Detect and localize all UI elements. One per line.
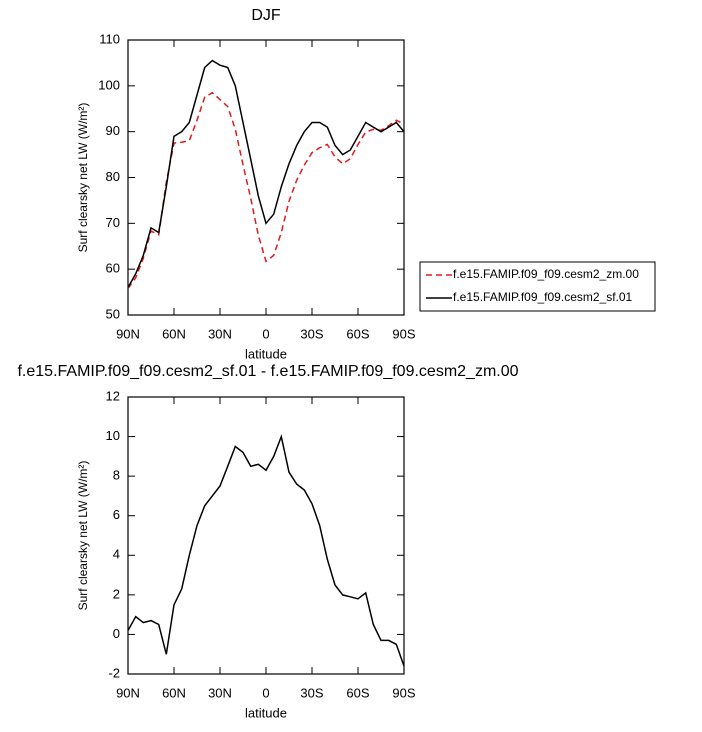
y-tick-label: 60	[106, 261, 120, 276]
x-axis-label: latitude	[245, 346, 287, 361]
plot-frame	[127, 39, 405, 316]
x-tick-label: 90N	[116, 326, 140, 341]
x-tick-label: 30N	[208, 326, 232, 341]
x-tick-label: 30S	[300, 685, 323, 700]
x-tick-label: 0	[262, 685, 269, 700]
x-tick-label: 30S	[300, 326, 323, 341]
x-axis-label: latitude	[245, 705, 287, 720]
x-tick-label: 30N	[208, 685, 232, 700]
y-tick-label: 90	[106, 123, 120, 138]
x-tick-label: 60S	[346, 326, 369, 341]
y-tick-label: 70	[106, 215, 120, 230]
x-tick-label: 60N	[162, 326, 186, 341]
y-tick-label: 80	[106, 169, 120, 184]
y-tick-label: 100	[98, 77, 120, 92]
x-tick-label: 90S	[392, 326, 415, 341]
x-tick-label: 60S	[346, 685, 369, 700]
chart-title: f.e15.FAMIP.f09_f09.cesm2_sf.01 - f.e15.…	[17, 363, 518, 380]
x-tick-label: 90S	[392, 685, 415, 700]
y-tick-label: 8	[113, 468, 120, 483]
y-tick-label: 12	[106, 388, 120, 403]
chart-title: DJF	[251, 7, 281, 24]
legend-label: f.e15.FAMIP.f09_f09.cesm2_zm.00	[453, 267, 639, 281]
y-tick-label: 6	[113, 507, 120, 522]
y-tick-label: 4	[113, 547, 120, 562]
data-line	[127, 91, 405, 289]
y-tick-label: 0	[113, 626, 120, 641]
data-line	[127, 433, 405, 667]
y-tick-label: 50	[106, 306, 120, 321]
y-tick-label: -2	[108, 665, 120, 680]
y-axis-label: Surf clearsky net LW (W/m²)	[76, 103, 90, 253]
y-tick-label: 110	[99, 31, 120, 46]
y-tick-label: 10	[106, 428, 120, 443]
x-tick-label: 60N	[162, 685, 186, 700]
y-tick-label: 2	[113, 586, 120, 601]
x-tick-label: 0	[262, 326, 269, 341]
x-tick-label: 90N	[116, 685, 140, 700]
plot-frame	[127, 396, 405, 675]
legend-label: f.e15.FAMIP.f09_f09.cesm2_sf.01	[453, 290, 633, 304]
data-line	[127, 59, 405, 288]
y-axis-label: Surf clearsky net LW (W/m²)	[76, 461, 90, 611]
legend-box	[419, 261, 656, 312]
